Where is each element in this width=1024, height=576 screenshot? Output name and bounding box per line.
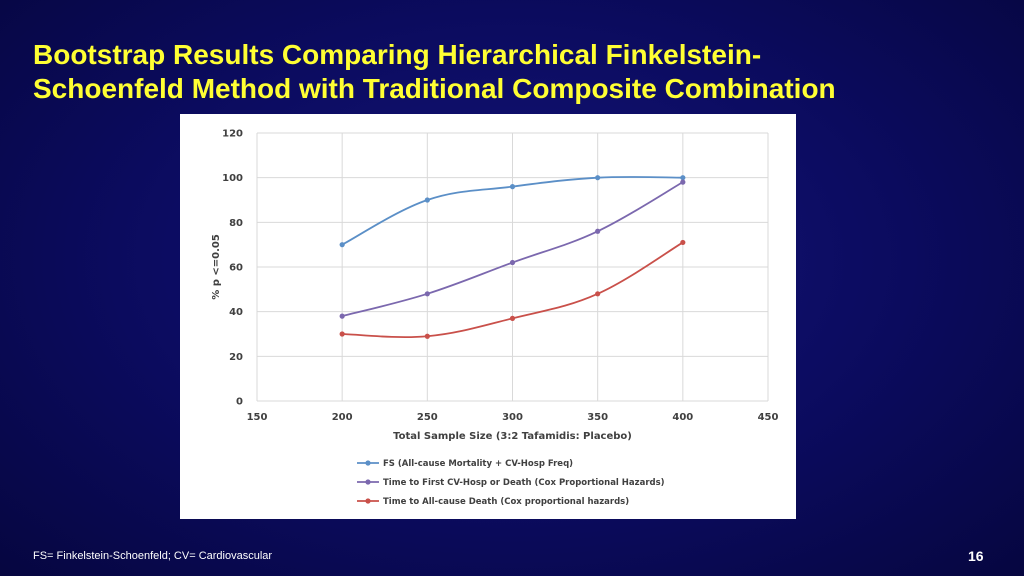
x-tick-label: 450 xyxy=(758,412,779,423)
data-point xyxy=(680,239,686,246)
data-point xyxy=(339,313,345,319)
data-point xyxy=(509,184,516,190)
data-point xyxy=(339,242,345,248)
legend-swatch-marker xyxy=(365,460,371,466)
slide-title-line-1: Bootstrap Results Comparing Hierarchical… xyxy=(33,39,762,70)
chart-panel: 150 200 250 300 350 400 450 0 20 40 60 80 100 120 Tota… xyxy=(180,114,796,519)
y-tick-label: 60 xyxy=(229,263,243,274)
data-point xyxy=(339,331,345,337)
data-point xyxy=(424,197,430,203)
legend-swatch-marker xyxy=(365,498,371,504)
y-tick-label: 20 xyxy=(229,352,243,363)
footnote: FS= Finkelstein-Schoenfeld; CV= Cardiova… xyxy=(33,550,273,562)
data-point xyxy=(595,291,601,297)
y-axis-label: % p <=0.05 xyxy=(211,234,222,300)
x-tick-label: 300 xyxy=(502,412,523,423)
data-point xyxy=(595,175,601,181)
data-point xyxy=(595,228,601,234)
legend-swatch-marker xyxy=(365,479,371,485)
y-tick-label: 120 xyxy=(222,129,243,140)
data-point xyxy=(424,291,430,297)
legend-label: FS (All-cause Mortality + CV-Hosp Freq) xyxy=(383,459,573,469)
x-tick-label: 350 xyxy=(587,412,608,423)
x-tick-label: 150 xyxy=(247,412,268,423)
x-axis-label: Total Sample Size (3:2 Tafamidis: Placeb… xyxy=(393,431,632,442)
data-point xyxy=(509,259,516,266)
line-chart: 150 200 250 300 350 400 450 0 20 40 60 80 100 120 Tota… xyxy=(211,129,779,508)
data-point xyxy=(424,333,430,339)
y-tick-label: 100 xyxy=(222,173,243,184)
slide-title-line-2: Schoenfeld Method with Traditional Compo… xyxy=(33,73,836,104)
data-point xyxy=(509,315,516,321)
x-tick-label: 200 xyxy=(332,412,353,423)
x-tick-label: 400 xyxy=(672,412,693,423)
slide-title: Bootstrap Results Comparing Hierarchical… xyxy=(33,38,993,106)
y-tick-label: 80 xyxy=(229,218,243,229)
legend-label: Time to First CV-Hosp or Death (Cox Prop… xyxy=(383,478,665,488)
legend-label: Time to All-cause Death (Cox proportiona… xyxy=(383,497,629,507)
y-tick-label: 40 xyxy=(229,307,243,318)
data-point xyxy=(680,179,686,185)
y-tick-label: 0 xyxy=(236,397,243,408)
data-point xyxy=(680,175,686,181)
page-number: 16 xyxy=(968,548,984,564)
x-tick-label: 250 xyxy=(417,412,438,423)
